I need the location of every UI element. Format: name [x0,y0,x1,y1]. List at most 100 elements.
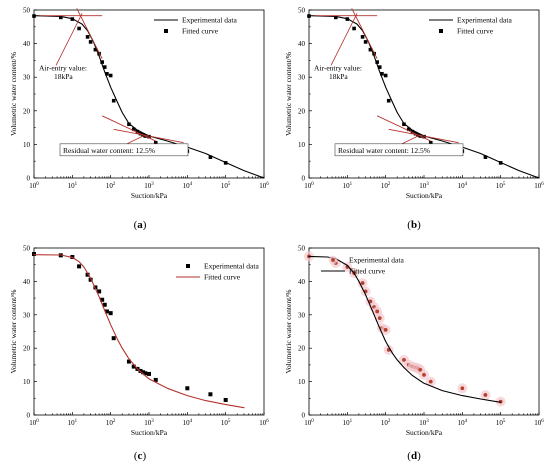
x-tick-base: 10 [221,419,229,427]
legend-label: Fitted curve [457,27,494,36]
data-point [223,161,228,165]
x-tick-exponent: 6 [541,182,544,187]
x-tick-exponent: 2 [388,182,391,187]
data-point [383,327,388,332]
air-entry-label: Air-entry value: [314,63,362,72]
residual-label: Residual water content: 12.5% [63,146,155,155]
x-tick-exponent: 6 [266,419,269,424]
x-tick-label: 103 [144,419,154,427]
x-tick-exponent: 6 [266,182,269,187]
x-tick-exponent: 5 [228,419,231,424]
data-point [208,155,213,159]
data-point [498,161,503,165]
residual-label-box [59,143,189,157]
data-point [153,377,158,382]
x-tick-exponent: 4 [190,419,193,424]
residual-label-box [334,143,464,157]
panel-label-open: ( [134,450,138,462]
data-point [85,272,90,277]
x-tick-label: 100 [304,419,314,427]
data-point [147,134,151,139]
data-point [108,73,113,78]
series-line [33,15,265,179]
data-point [307,14,311,18]
data-point [126,359,131,364]
series-line [308,255,502,403]
x-tick-label: 106 [259,419,269,427]
y-tick-label: 10 [23,141,31,149]
x-tick-exponent: 3 [151,182,154,187]
data-point [352,26,356,31]
data-point [377,65,382,69]
x-tick-label: 105 [496,419,506,427]
data-point [111,98,116,103]
data-point [88,277,93,282]
data-point [105,72,109,76]
legend-label: Fitted curve [204,273,241,282]
data-point [375,60,379,64]
x-tick-label: 104 [183,182,193,190]
x-tick-label: 100 [29,182,39,190]
x-tick-label: 106 [259,182,269,190]
data-point [377,316,382,321]
x-tick-base: 10 [106,182,114,190]
data-point [360,281,365,285]
chart-panel-c: 100 101 102 103 104 105 10601020304050Suction/… [9,245,269,463]
panel-label-letter: b [411,219,417,231]
y-tick-label: 0 [302,412,306,420]
data-point [135,129,140,134]
x-tick-base: 10 [259,182,267,190]
panel-label: (c) [134,450,147,462]
data-point [104,309,109,314]
y-tick-label: 10 [298,378,306,386]
y-tick-label: 10 [298,141,306,149]
data-point [402,357,406,362]
y-tick-label: 0 [302,175,306,183]
x-tick-base: 10 [496,182,504,190]
data-point [131,127,136,132]
data-point [58,15,63,20]
y-tick-label: 50 [298,7,306,15]
x-tick-label: 104 [183,419,193,427]
data-point [428,379,433,384]
y-tick-label: 50 [23,7,31,15]
y-tick-label: 20 [23,107,31,115]
x-tick-exponent: 5 [503,182,506,187]
x-axis-label: Suction/kPa [131,191,168,200]
air-entry-tangent-slope [351,8,378,59]
y-axis-label: Volumetric water content/% [9,52,18,136]
panel-label-letter: c [138,450,143,462]
panel-label-close: ) [417,219,421,231]
data-point [333,15,338,20]
x-tick-exponent: 1 [75,419,78,424]
x-tick-base: 10 [29,182,37,190]
panel-label: (b) [407,219,421,231]
x-tick-exponent: 0 [311,419,314,424]
air-entry-label: Air-entry value: [39,63,87,72]
x-tick-label: 103 [419,419,429,427]
x-tick-label: 102 [106,419,116,427]
panel-label-open: ( [134,219,138,231]
y-tick-label: 0 [27,175,31,183]
data-point [153,140,158,145]
y-tick-label: 30 [23,311,31,319]
data-point [141,370,146,375]
x-tick-label: 106 [534,419,544,427]
data-point [422,373,426,377]
x-tick-label: 102 [381,419,391,427]
x-axis-label: Suction/kPa [406,191,443,200]
x-tick-exponent: 1 [350,419,353,424]
data-point [363,40,368,44]
data-point [102,65,107,69]
y-tick-label: 10 [23,378,31,386]
data-point [32,14,36,18]
x-tick-base: 10 [496,419,504,427]
x-tick-exponent: 6 [541,419,544,424]
series-line [308,15,540,179]
x-axis-label: Suction/kPa [406,428,443,437]
data-point [422,134,426,139]
x-tick-base: 10 [183,182,191,190]
y-tick-label: 20 [298,345,306,353]
data-point [360,35,365,39]
air-entry-pointer [55,13,83,66]
